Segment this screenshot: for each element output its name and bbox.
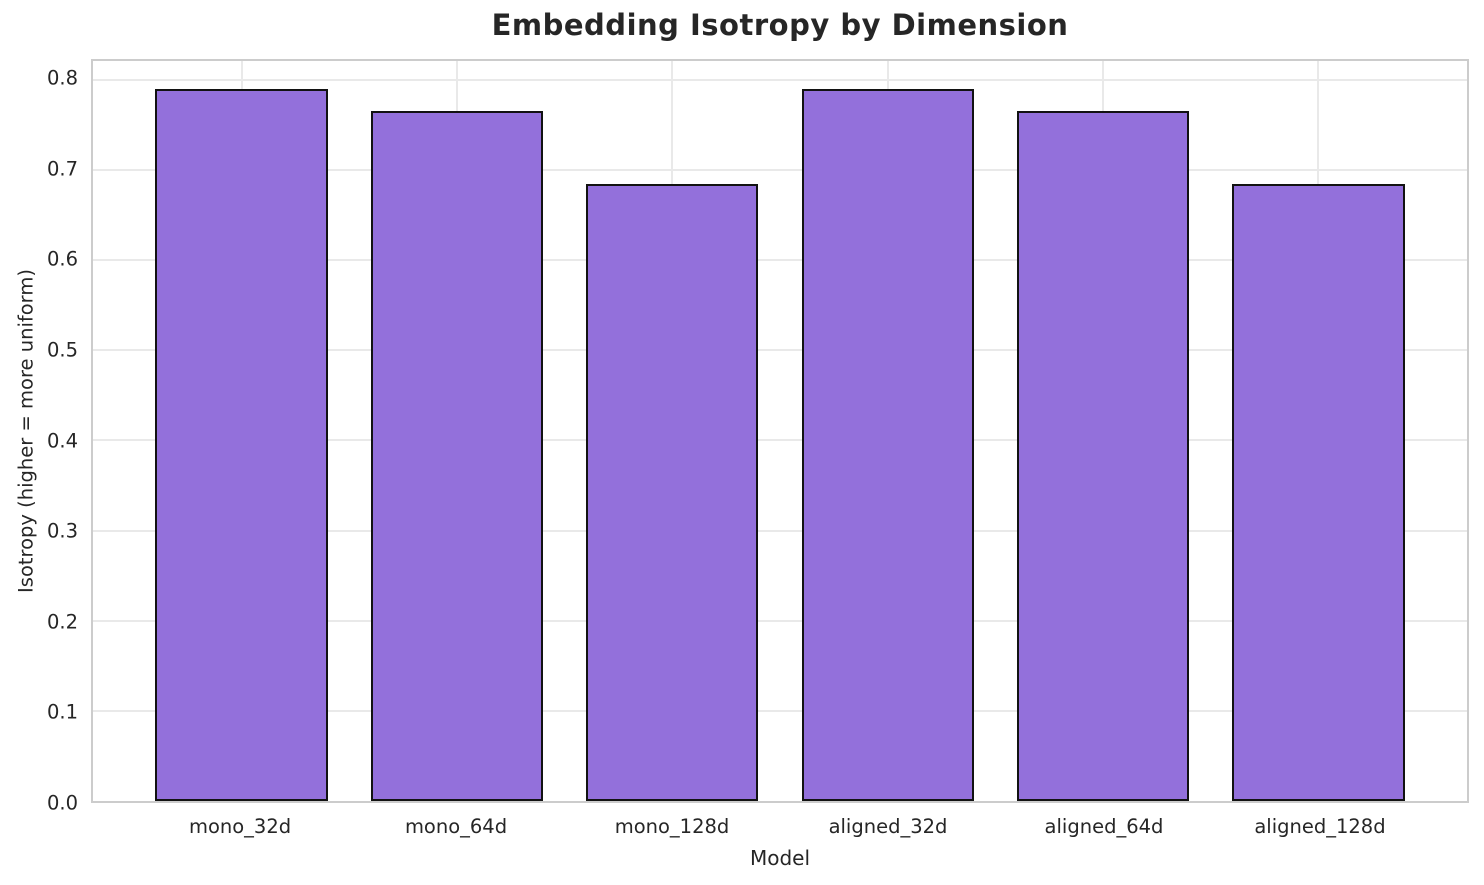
x-tick-label: aligned_128d: [1254, 815, 1386, 838]
x-tick-label: aligned_32d: [828, 815, 948, 838]
y-tick-label: 0.2: [46, 610, 78, 634]
bar-aligned_32d: [801, 88, 974, 801]
y-gridline: [93, 709, 1467, 712]
y-tick-label: 0.5: [46, 338, 78, 362]
chart-title: Embedding Isotropy by Dimension: [491, 8, 1069, 42]
x-tick-label: mono_64d: [404, 815, 508, 838]
x-axis-label: Model: [749, 846, 811, 870]
bar-mono_128d: [586, 183, 759, 801]
y-gridline: [93, 439, 1467, 442]
y-gridline: [93, 619, 1467, 622]
y-tick-label: 0.0: [46, 791, 78, 815]
x-tick-label: aligned_64d: [1044, 815, 1164, 838]
x-tick-label: mono_32d: [188, 815, 292, 838]
y-tick-label: 0.8: [46, 66, 78, 90]
y-gridline: [93, 259, 1467, 262]
bar-aligned_64d: [1016, 111, 1190, 801]
y-gridline: [93, 529, 1467, 532]
bar-aligned_128d: [1232, 183, 1405, 801]
bar-mono_64d: [370, 111, 544, 801]
x-tick-labels: mono_32d mono_64d mono_128d aligned_32d alig…: [91, 815, 1469, 843]
y-gridline: [93, 349, 1467, 352]
y-tick-label: 0.7: [46, 157, 78, 181]
y-tick-label: 0.1: [46, 700, 78, 724]
x-tick-label: mono_128d: [614, 815, 730, 838]
y-gridline: [93, 169, 1467, 172]
bar-mono_32d: [155, 88, 328, 801]
y-tick-label: 0.4: [46, 429, 78, 453]
y-tick-label: 0.3: [46, 519, 78, 543]
plot-area: [91, 59, 1469, 803]
y-tick-label: 0.6: [46, 247, 78, 271]
y-tick-labels: 0.0 0.1 0.2 0.3 0.4 0.5 0.6 0.7 0.8: [0, 59, 78, 815]
y-gridline: [93, 78, 1467, 81]
